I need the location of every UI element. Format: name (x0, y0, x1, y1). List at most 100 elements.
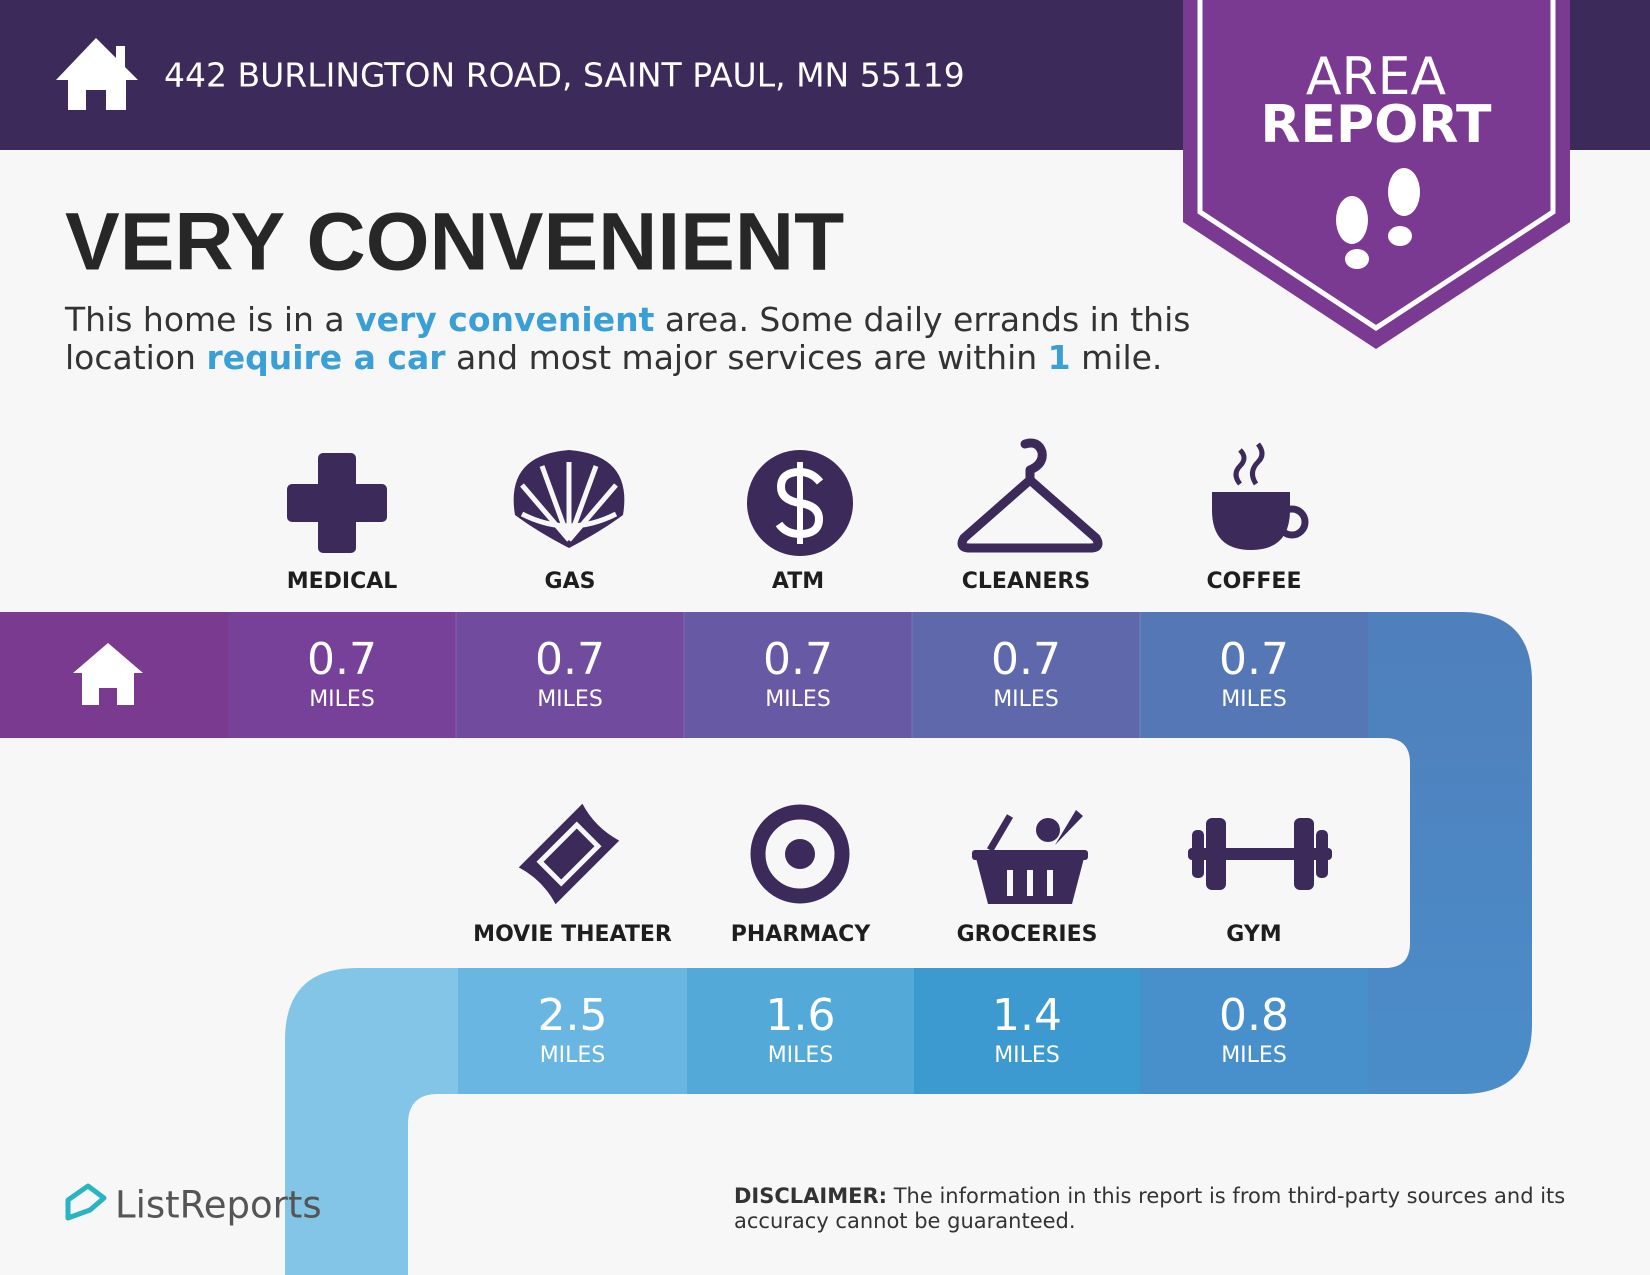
footprints-icon (1336, 168, 1420, 269)
groceries-icon (1055, 810, 1083, 845)
gas-icon (520, 511, 618, 529)
groceries-icon (986, 814, 1014, 852)
distance-cell (456, 612, 684, 738)
distance-cell (912, 612, 1140, 738)
summary: This home is in a very convenient area. … (64, 300, 1190, 377)
gas-icon (520, 462, 618, 542)
gas-icon (567, 483, 618, 542)
distance-unit: MILES (540, 1043, 606, 1068)
summary-line: location require a car and most major se… (65, 338, 1162, 377)
summary-highlight: 1 (1048, 338, 1071, 377)
brand-logo (65, 1183, 107, 1221)
brand: ListReports (115, 1184, 322, 1227)
gas-icon (513, 450, 625, 548)
pharmacy-icon (785, 839, 815, 869)
distance-value: 1.6 (766, 990, 836, 1041)
distance-cell (1140, 968, 1368, 1094)
badge-text: AREA (1306, 47, 1447, 107)
disclaimer: DISCLAIMER: The information in this repo… (734, 1184, 1565, 1208)
groceries-icon (1036, 818, 1060, 842)
cells: MEDICAL0.7MILESGAS0.7MILESATM0.7MILESCLE… (228, 569, 1368, 1094)
badge-text: REPORT (1260, 95, 1492, 155)
badge-border (1197, 0, 1556, 331)
atm-icon (747, 450, 853, 556)
home-icon (73, 643, 143, 705)
movie-icon (536, 821, 602, 887)
distance-value: 0.7 (307, 634, 377, 685)
coffee-icon (1212, 492, 1290, 550)
distance-cell (684, 612, 912, 738)
summary-line: This home is in a very convenient area. … (64, 300, 1190, 339)
pharmacy-icon (750, 804, 850, 904)
home-icon (116, 46, 125, 68)
disclaimer: accuracy cannot be guaranteed. (734, 1209, 1076, 1233)
summary-highlight: very convenient (355, 300, 654, 339)
summary-highlight: require a car (206, 338, 446, 377)
gym-icon (1192, 830, 1204, 878)
footprints-icon (1388, 226, 1412, 246)
service-label: GAS (545, 569, 596, 594)
distance-cell (1140, 612, 1368, 738)
distance-value: 0.7 (1219, 634, 1289, 685)
distance-cell (228, 612, 456, 738)
service-label: COFFEE (1207, 569, 1302, 594)
address: 442 BURLINGTON ROAD, SAINT PAUL, MN 5511… (164, 56, 965, 95)
gym-icon (1316, 830, 1328, 878)
gas-icon (520, 483, 571, 542)
groceries-icon (1007, 870, 1053, 896)
service-label: PHARMACY (731, 922, 872, 947)
gym-icon (1294, 818, 1314, 890)
pharmacy-icon (750, 804, 850, 904)
disclaimer-label: DISCLAIMER: (734, 1184, 887, 1208)
route-curve (1368, 612, 1532, 1094)
medical-icon (287, 453, 387, 553)
coffee-icon (1212, 442, 1309, 550)
distance-unit: MILES (537, 687, 603, 712)
summary-text: location (65, 338, 206, 377)
distance-unit: MILES (309, 687, 375, 712)
footprints-icon (1345, 249, 1369, 269)
cleaners-icon (957, 475, 1103, 553)
distance-value: 0.7 (991, 634, 1061, 685)
summary-text: This home is in a (64, 300, 355, 339)
summary-text: mile. (1071, 338, 1163, 377)
distance-value: 1.4 (992, 990, 1062, 1041)
distance-value: 2.5 (538, 990, 608, 1041)
distance-unit: MILES (993, 687, 1059, 712)
distance-cell (687, 968, 914, 1094)
cleaners-icon (1020, 438, 1047, 485)
disclaimer-text: The information in this report is from t… (893, 1184, 1566, 1208)
service-label: MOVIE THEATER (473, 922, 672, 947)
footprints-icon (1388, 168, 1420, 216)
coffee-icon (1233, 442, 1265, 486)
groceries-icon (972, 810, 1088, 904)
summary-text: area. Some daily errands in this (654, 300, 1190, 339)
service-label: MEDICAL (287, 569, 398, 594)
groceries-icon (972, 850, 1088, 860)
headline: VERY CONVENIENT (65, 197, 844, 288)
service-label: CLEANERS (962, 569, 1090, 594)
gym-icon (1188, 818, 1332, 890)
movie-icon (518, 803, 620, 905)
distance-unit: MILES (994, 1043, 1060, 1068)
distance-unit: MILES (1221, 1043, 1287, 1068)
service-label: ATM (772, 569, 824, 594)
summary-text: and most major services are within (446, 338, 1048, 377)
route-curve (285, 968, 458, 1275)
cleaners-icon (957, 438, 1103, 553)
distance-value: 0.7 (763, 634, 833, 685)
service-label: GYM (1226, 922, 1281, 947)
distance-unit: MILES (765, 687, 831, 712)
distance-value: 0.7 (535, 634, 605, 685)
coffee-icon (1275, 505, 1309, 539)
distance-cell (914, 968, 1140, 1094)
distance-unit: MILES (1221, 687, 1287, 712)
gym-icon (1206, 818, 1226, 890)
home-icon (56, 38, 138, 110)
distance-cell (458, 968, 687, 1094)
medical-icon (287, 484, 387, 522)
footprints-icon (1336, 196, 1368, 244)
